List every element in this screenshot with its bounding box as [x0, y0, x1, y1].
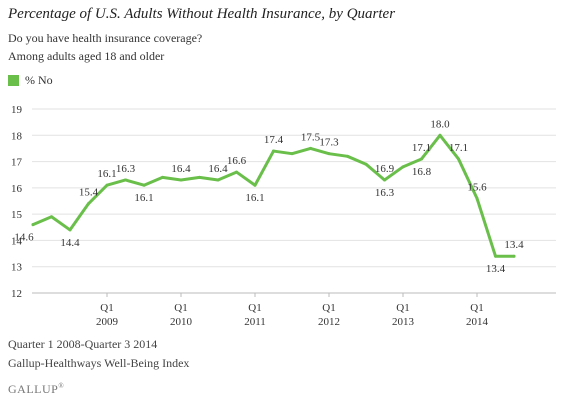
- data-label: 16.8: [412, 166, 432, 178]
- data-point: [512, 254, 516, 258]
- series-layer: [31, 133, 516, 258]
- data-label: 16.4: [208, 163, 228, 175]
- gallup-logo: GALLUP®: [8, 382, 65, 396]
- x-tick-label: 2014: [466, 316, 489, 328]
- data-label: 13.4: [504, 239, 524, 251]
- x-tick-label: Q1: [248, 302, 261, 314]
- data-labels: 14.6 14.415.416.1 16.316.116.4 16.416.616.1…: [14, 118, 524, 275]
- footnote-date-range: Quarter 1 2008-Quarter 3 2014: [8, 337, 158, 351]
- data-label: 17.3: [319, 137, 339, 149]
- x-tick-label: Q1: [470, 302, 483, 314]
- y-tick-label: 19: [11, 104, 23, 116]
- data-point: [346, 154, 349, 158]
- data-label: 13.4: [486, 263, 506, 275]
- data-label: 17.1: [449, 142, 468, 154]
- data-point: [198, 175, 201, 179]
- data-label: 16.4: [171, 163, 191, 175]
- legend: % No: [8, 73, 53, 88]
- data-point: [253, 183, 257, 187]
- data-label: 16.6: [227, 155, 247, 167]
- data-point: [494, 254, 497, 258]
- data-label: 14.6: [14, 232, 34, 244]
- data-label: 16.1: [97, 168, 116, 180]
- data-point: [457, 157, 460, 161]
- x-tick-label: Q1: [322, 302, 335, 314]
- chart-subtitle-population: Among adults aged 18 and older: [8, 49, 165, 63]
- data-point: [364, 162, 368, 166]
- data-label: 15.4: [79, 187, 99, 199]
- data-label: 17.4: [264, 134, 284, 146]
- data-point: [105, 183, 109, 187]
- data-point: [68, 228, 72, 232]
- y-tick-label: 13: [11, 262, 23, 274]
- data-point: [272, 149, 275, 153]
- y-tick-label: 15: [11, 209, 23, 221]
- data-point: [124, 178, 127, 182]
- data-label: 16.9: [375, 163, 395, 175]
- data-point: [327, 152, 331, 156]
- data-point: [216, 178, 220, 182]
- data-point: [290, 152, 294, 156]
- x-tick-label: Q1: [396, 302, 409, 314]
- y-tick-label: 17: [11, 157, 23, 169]
- data-point: [31, 223, 35, 227]
- data-point: [142, 183, 146, 187]
- legend-swatch: [8, 75, 19, 86]
- data-label: 16.3: [116, 163, 136, 175]
- x-tick-label: 2013: [392, 316, 415, 328]
- data-label: 17.5: [301, 131, 321, 143]
- data-point: [383, 178, 386, 182]
- data-point: [87, 202, 90, 206]
- gallup-logo-text: GALLUP: [8, 382, 59, 396]
- data-point: [401, 165, 405, 169]
- x-tick-label: 2009: [96, 316, 119, 328]
- data-label: 18.0: [430, 118, 450, 130]
- gridlines: [32, 108, 556, 294]
- data-point: [309, 146, 312, 150]
- data-point: [475, 196, 479, 200]
- footnote-source: Gallup-Healthways Well-Being Index: [8, 356, 190, 370]
- y-tick-label: 18: [11, 130, 23, 142]
- x-tick-label: Q1: [174, 302, 187, 314]
- data-point: [235, 170, 238, 174]
- legend-label: % No: [25, 73, 53, 87]
- data-point: [50, 215, 53, 219]
- chart-subtitle-question: Do you have health insurance coverage?: [8, 31, 203, 45]
- data-label: 15.6: [467, 181, 487, 193]
- data-point: [420, 157, 423, 161]
- y-tick-label: 12: [11, 288, 22, 300]
- y-tick-label: 14: [11, 235, 23, 247]
- series-line-no-insurance: [31, 133, 516, 258]
- data-label: 17.1: [412, 142, 431, 154]
- data-label: 16.1: [134, 192, 153, 204]
- data-label: 16.3: [375, 187, 395, 199]
- x-tick-label: Q1: [100, 302, 113, 314]
- x-tick-label: 2012: [318, 316, 340, 328]
- data-label: 14.4: [60, 237, 80, 249]
- axes: 12 13 14 15 16 17 18 19 Q1 2009 Q1 2010 Q1 2011 Q1 2012…: [11, 104, 489, 328]
- x-tick-label: 2010: [170, 316, 193, 328]
- x-tick-label: 2011: [244, 316, 266, 328]
- data-label: 16.1: [245, 192, 264, 204]
- data-point: [161, 175, 164, 179]
- data-point: [438, 133, 442, 137]
- data-point: [179, 178, 183, 182]
- chart-title: Percentage of U.S. Adults Without Health…: [8, 6, 396, 22]
- line-chart: 12 13 14 15 16 17 18 19 Q1 2009 Q1 2010 Q1 2011 Q1 2012…: [11, 104, 556, 328]
- y-tick-label: 16: [11, 183, 23, 195]
